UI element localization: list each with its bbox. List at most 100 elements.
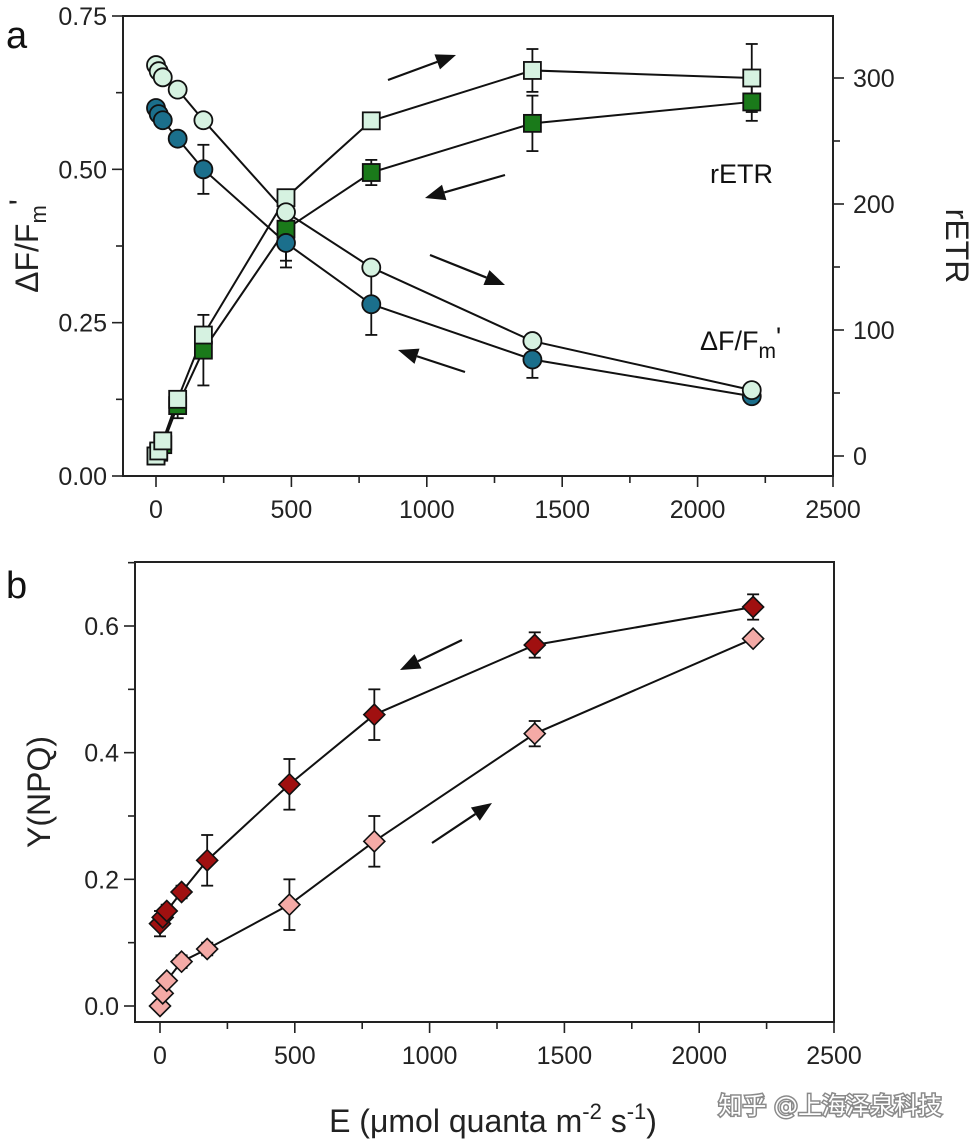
a-circle-point — [167, 128, 188, 149]
y-axis-title-right-a: rETR — [939, 209, 969, 284]
watermark-text: 知乎 @上海泽泉科技 — [718, 1092, 942, 1120]
panel-a-letter: a — [6, 15, 28, 57]
a-x-tick-label: 1000 — [399, 496, 455, 524]
series-lines-a — [155, 64, 752, 457]
panel-b: 0 500 1000 1500 2000 2500 0.0 0.2 0.4 0.6 Y(NPQ)… — [21, 561, 862, 1139]
b-diamond-point — [741, 595, 765, 619]
annotation-yield-sub: m — [759, 340, 777, 363]
b-diamond-point — [277, 772, 302, 796]
arrow-right-1-shaft — [387, 60, 438, 82]
a-right-y-tick-label: 200 — [853, 191, 895, 219]
y-left-label-sub: m — [26, 205, 51, 223]
a-series-line — [155, 64, 752, 392]
x-axis-b: 0 500 1000 1500 2000 2500 — [153, 1022, 862, 1070]
a-circle-point — [276, 202, 296, 223]
arrow-left-2-shaft — [416, 355, 466, 374]
annotation-yield: ΔF/Fm' — [700, 322, 781, 363]
a-square-point — [742, 92, 762, 112]
b-left-y-tick-label: 0.0 — [84, 993, 119, 1021]
a-circle-point — [152, 110, 173, 131]
arrow-left-b-shaft — [417, 639, 463, 663]
b-diamond-point — [741, 627, 765, 651]
arrow-left-1-head — [425, 184, 447, 201]
a-circle-point — [152, 67, 173, 88]
a-x-tick-label: 500 — [271, 496, 313, 524]
markers-a — [146, 55, 762, 466]
arrow-right-2-shaft — [429, 253, 487, 279]
a-square-point — [168, 389, 188, 409]
y-left-label-prime: ' — [3, 199, 39, 205]
x-axis-a: 0 500 1000 1500 2000 2500 — [149, 476, 861, 524]
annotation-retr: rETR — [710, 159, 773, 189]
b-diamond-point — [195, 848, 219, 872]
panel-b-letter: b — [6, 565, 27, 607]
a-right-y-tick-label: 100 — [853, 317, 895, 345]
a-series-line — [155, 100, 752, 457]
plot-frame-b — [134, 561, 835, 1023]
b-x-tick-label: 1500 — [537, 1042, 593, 1070]
arrows-b — [400, 639, 492, 844]
b-series-line — [159, 606, 754, 925]
arrow-left-b — [400, 639, 463, 670]
b-x-tick-label: 0 — [153, 1042, 167, 1070]
arrow-left-2 — [398, 348, 466, 374]
a-circle-point — [361, 294, 382, 315]
arrow-left-b-head — [400, 654, 422, 670]
a-circle-point — [522, 349, 543, 370]
b-left-y-tick-label: 0.4 — [84, 740, 119, 768]
a-x-tick-label: 2000 — [670, 496, 726, 524]
b-diamond-point — [169, 950, 194, 974]
y-axis-left-b: 0.0 0.2 0.4 0.6 — [84, 561, 135, 1021]
a-right-y-tick-label: 0 — [853, 443, 867, 471]
a-circle-point — [361, 257, 382, 278]
b-diamond-point — [523, 633, 547, 657]
a-left-y-tick-label: 0.50 — [58, 156, 107, 184]
b-diamond-point — [362, 829, 386, 853]
b-diamond-point — [362, 703, 386, 727]
arrow-right-2-head — [483, 270, 505, 285]
b-diamond-point — [195, 937, 219, 961]
y-axis-left-a: 0.00 0.25 0.50 0.75 — [58, 3, 123, 491]
arrow-right-b-head — [470, 803, 492, 821]
y-axis-title-left-a: ΔF/Fm' — [3, 199, 51, 293]
x-label-end: ) — [646, 1103, 657, 1139]
b-diamond-point — [523, 722, 547, 746]
a-circle-point — [276, 233, 296, 253]
markers-b — [148, 595, 765, 1018]
a-square-point — [523, 113, 542, 133]
y-axis-right-a: 0 100 200 300 — [833, 65, 895, 471]
arrow-right-b — [431, 803, 492, 844]
x-label-sup2: -1 — [627, 1099, 647, 1124]
arrow-right-b-shaft — [431, 813, 476, 844]
a-x-tick-label: 0 — [149, 496, 163, 524]
annotation-yield-main: ΔF/F — [700, 326, 759, 356]
series-lines-b — [159, 606, 754, 1007]
a-series-line — [155, 107, 752, 398]
a-circle-point — [522, 331, 543, 351]
arrow-left-2-head — [398, 348, 420, 364]
a-left-y-tick-label: 0.00 — [58, 463, 107, 491]
arrow-right-1-head — [434, 54, 456, 70]
x-label-mid: s — [602, 1103, 627, 1139]
a-square-point — [523, 61, 542, 80]
a-right-y-tick-label: 300 — [853, 65, 895, 93]
a-square-point — [742, 68, 762, 88]
b-x-tick-label: 500 — [274, 1042, 316, 1070]
x-label-sup1: -2 — [582, 1099, 602, 1124]
arrow-left-1-shaft — [443, 173, 506, 194]
b-left-y-tick-label: 0.6 — [84, 613, 119, 641]
b-x-tick-label: 2500 — [806, 1042, 862, 1070]
a-square-point — [361, 111, 381, 131]
a-series-line — [155, 69, 752, 457]
arrow-right-1 — [387, 54, 456, 82]
b-x-tick-label: 1000 — [402, 1042, 458, 1070]
b-diamond-point — [169, 880, 194, 904]
a-circle-point — [167, 79, 188, 100]
arrow-right-2 — [429, 253, 505, 285]
a-circle-point — [741, 380, 762, 401]
a-square-point — [153, 431, 173, 451]
b-diamond-point — [155, 899, 179, 923]
x-axis-title-b: E (μmol quanta m-2 s-1) — [329, 1099, 657, 1139]
a-left-y-tick-label: 0.75 — [58, 3, 107, 31]
